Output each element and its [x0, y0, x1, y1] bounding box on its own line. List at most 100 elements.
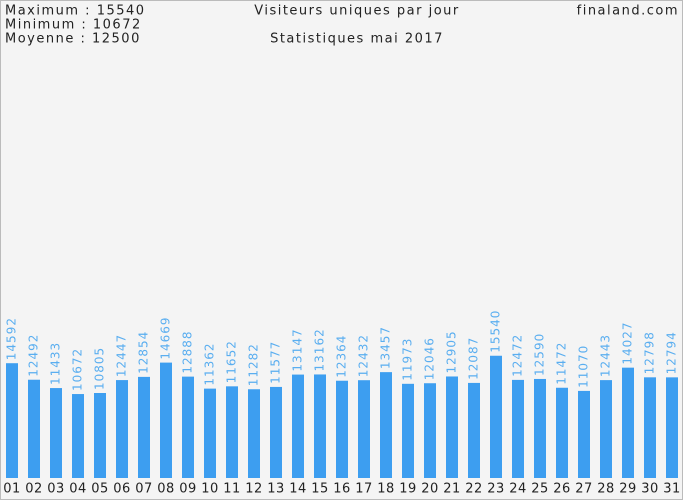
x-tick-label: 30 [641, 482, 659, 497]
x-tick-label: 05 [91, 482, 109, 497]
value-label: 12794 [665, 331, 679, 374]
x-tick-label: 21 [443, 482, 461, 497]
x-tick-label: 18 [377, 482, 395, 497]
value-label: 12046 [423, 337, 437, 380]
x-tick-label: 12 [245, 482, 263, 497]
value-label: 13457 [379, 326, 393, 369]
value-label: 12905 [445, 330, 459, 373]
x-tick-label: 13 [267, 482, 285, 497]
value-label: 12432 [357, 334, 371, 377]
stat-avg: Moyenne : 12500 [5, 32, 141, 47]
bar [248, 389, 260, 478]
site-name: finaland.com [577, 4, 679, 19]
value-label: 11362 [203, 342, 217, 385]
x-tick-label: 10 [201, 482, 219, 497]
x-tick-label: 23 [487, 482, 505, 497]
bar [600, 380, 612, 478]
x-tick-label: 14 [289, 482, 307, 497]
value-label: 12854 [137, 331, 151, 374]
bar [446, 376, 458, 478]
stat-min: Minimum : 10672 [5, 18, 142, 33]
x-tick-label: 28 [597, 482, 615, 497]
value-label: 11472 [555, 342, 569, 385]
bar [358, 380, 370, 478]
x-tick-label: 16 [333, 482, 351, 497]
x-tick-label: 25 [531, 482, 549, 497]
bar [490, 355, 502, 478]
bar [204, 388, 216, 478]
bar [666, 377, 678, 478]
bar [578, 390, 590, 478]
value-label: 10672 [71, 348, 85, 391]
value-label: 11973 [401, 338, 415, 381]
value-label: 12798 [643, 331, 657, 374]
x-tick-label: 19 [399, 482, 417, 497]
bar [72, 394, 84, 478]
value-label: 13162 [313, 328, 327, 371]
bar [6, 363, 18, 478]
x-tick-label: 26 [553, 482, 571, 497]
value-label: 11652 [225, 340, 239, 383]
value-label: 12443 [599, 334, 613, 377]
value-label: 12590 [533, 333, 547, 376]
bar [182, 376, 194, 478]
bar [468, 382, 480, 478]
bar [402, 383, 414, 478]
chart-title: Visiteurs uniques par jour [254, 4, 460, 19]
value-label: 14592 [5, 317, 19, 360]
x-tick-label: 09 [179, 482, 197, 497]
value-label: 12447 [115, 334, 129, 377]
x-tick-label: 07 [135, 482, 153, 497]
value-label: 12472 [511, 334, 525, 377]
x-tick-label: 31 [663, 482, 681, 497]
value-label: 11282 [247, 343, 261, 386]
x-tick-label: 04 [69, 482, 87, 497]
stat-max: Maximum : 15540 [5, 4, 146, 19]
bar [534, 378, 546, 478]
bar [314, 374, 326, 478]
x-tick-label: 24 [509, 482, 527, 497]
x-tick-label: 08 [157, 482, 175, 497]
bar [380, 372, 392, 478]
value-label: 11070 [577, 345, 591, 388]
value-label: 10805 [93, 347, 107, 390]
bar [424, 383, 436, 478]
x-tick-label: 06 [113, 482, 131, 497]
bar [94, 393, 106, 478]
value-label: 14027 [621, 321, 635, 364]
x-tick-label: 27 [575, 482, 593, 497]
x-tick-label: 11 [223, 482, 241, 497]
chart-subtitle: Statistiques mai 2017 [270, 32, 444, 47]
bar [644, 377, 656, 478]
bar [226, 386, 238, 478]
x-tick-label: 02 [25, 482, 43, 497]
x-tick-label: 22 [465, 482, 483, 497]
bar [556, 387, 568, 478]
x-tick-label: 01 [3, 482, 21, 497]
value-label: 11433 [49, 342, 63, 385]
bar [138, 376, 150, 478]
bar [28, 379, 40, 478]
bar [292, 374, 304, 478]
bar [160, 362, 172, 478]
x-tick-label: 20 [421, 482, 439, 497]
bar [270, 386, 282, 478]
value-label: 12087 [467, 337, 481, 380]
bar [512, 379, 524, 478]
value-label: 12888 [181, 330, 195, 373]
x-tick-label: 29 [619, 482, 637, 497]
bar [622, 367, 634, 478]
value-label: 12364 [335, 335, 349, 378]
bar [50, 388, 62, 478]
x-tick-label: 15 [311, 482, 329, 497]
value-label: 14669 [159, 316, 173, 359]
value-label: 13147 [291, 328, 305, 371]
value-label: 11577 [269, 341, 283, 384]
bar [336, 380, 348, 478]
x-tick-label: 03 [47, 482, 65, 497]
value-label: 15540 [489, 310, 503, 353]
bar [116, 380, 128, 478]
value-label: 12492 [27, 334, 41, 377]
x-tick-label: 17 [355, 482, 373, 497]
